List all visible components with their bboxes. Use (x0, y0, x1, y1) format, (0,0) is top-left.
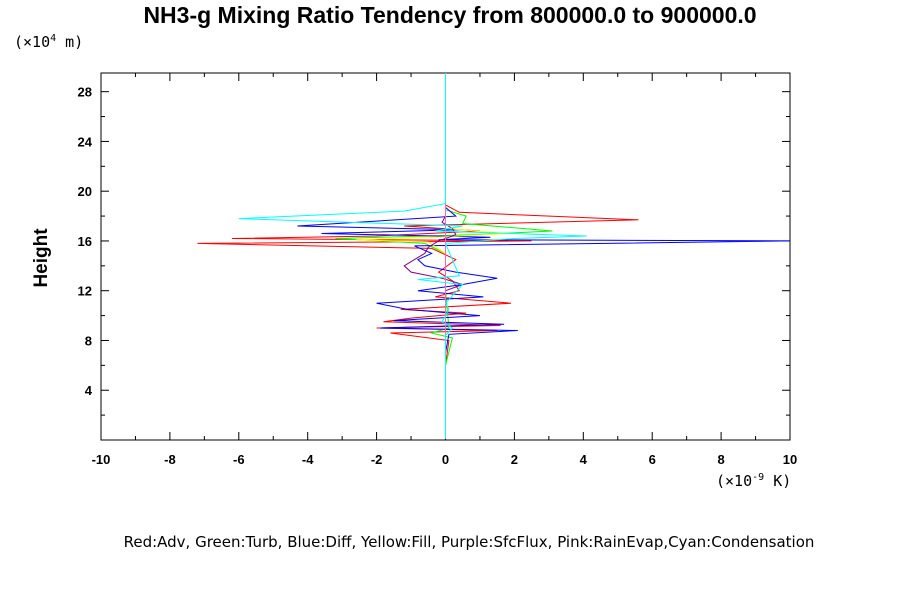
y-tick-label: 8 (85, 333, 92, 348)
series-line-diff (297, 73, 791, 439)
y-tick-label: 28 (78, 85, 92, 100)
series-line-turb (335, 73, 553, 439)
x-tick-label: -4 (302, 452, 314, 467)
x-tick-label: 0 (442, 452, 449, 467)
x-tick-label: 10 (783, 452, 797, 467)
x-tick-label: 2 (511, 452, 518, 467)
series-line-fill (355, 73, 508, 439)
x-tick-label: -8 (164, 452, 176, 467)
x-tick-label: 4 (580, 452, 588, 467)
x-tick-label: 6 (649, 452, 656, 467)
x-tick-label: 8 (717, 452, 724, 467)
series-line-sfcflux (403, 73, 465, 439)
y-tick-label: 20 (78, 184, 92, 199)
y-unit-exponent: 4 (50, 33, 57, 44)
y-tick-label: 4 (85, 383, 93, 398)
x-tick-label: -10 (92, 452, 111, 467)
y-tick-label: 24 (78, 134, 93, 149)
x-unit-pre: (×10 (716, 472, 753, 490)
chart-title: NH3-g Mixing Ratio Tendency from 800000.… (143, 2, 757, 28)
y-unit-pre: (×10 (14, 33, 51, 51)
series-line-adv (197, 73, 639, 439)
x-axis-unit: (×10-9 K) (716, 472, 791, 490)
legend-text: Red:Adv, Green:Turb, Blue:Diff, Yellow:F… (123, 533, 815, 551)
x-tick-label: -2 (371, 452, 383, 467)
x-unit-post: K) (764, 472, 792, 490)
y-axis-unit: (×104 m) (14, 33, 83, 51)
y-tick-label: 12 (78, 284, 92, 299)
y-unit-post: m) (56, 33, 84, 51)
x-unit-exponent: -9 (752, 472, 765, 483)
x-tick-label: -6 (233, 452, 245, 467)
series-line-condensation (238, 73, 587, 439)
y-tick-label: 16 (78, 234, 92, 249)
